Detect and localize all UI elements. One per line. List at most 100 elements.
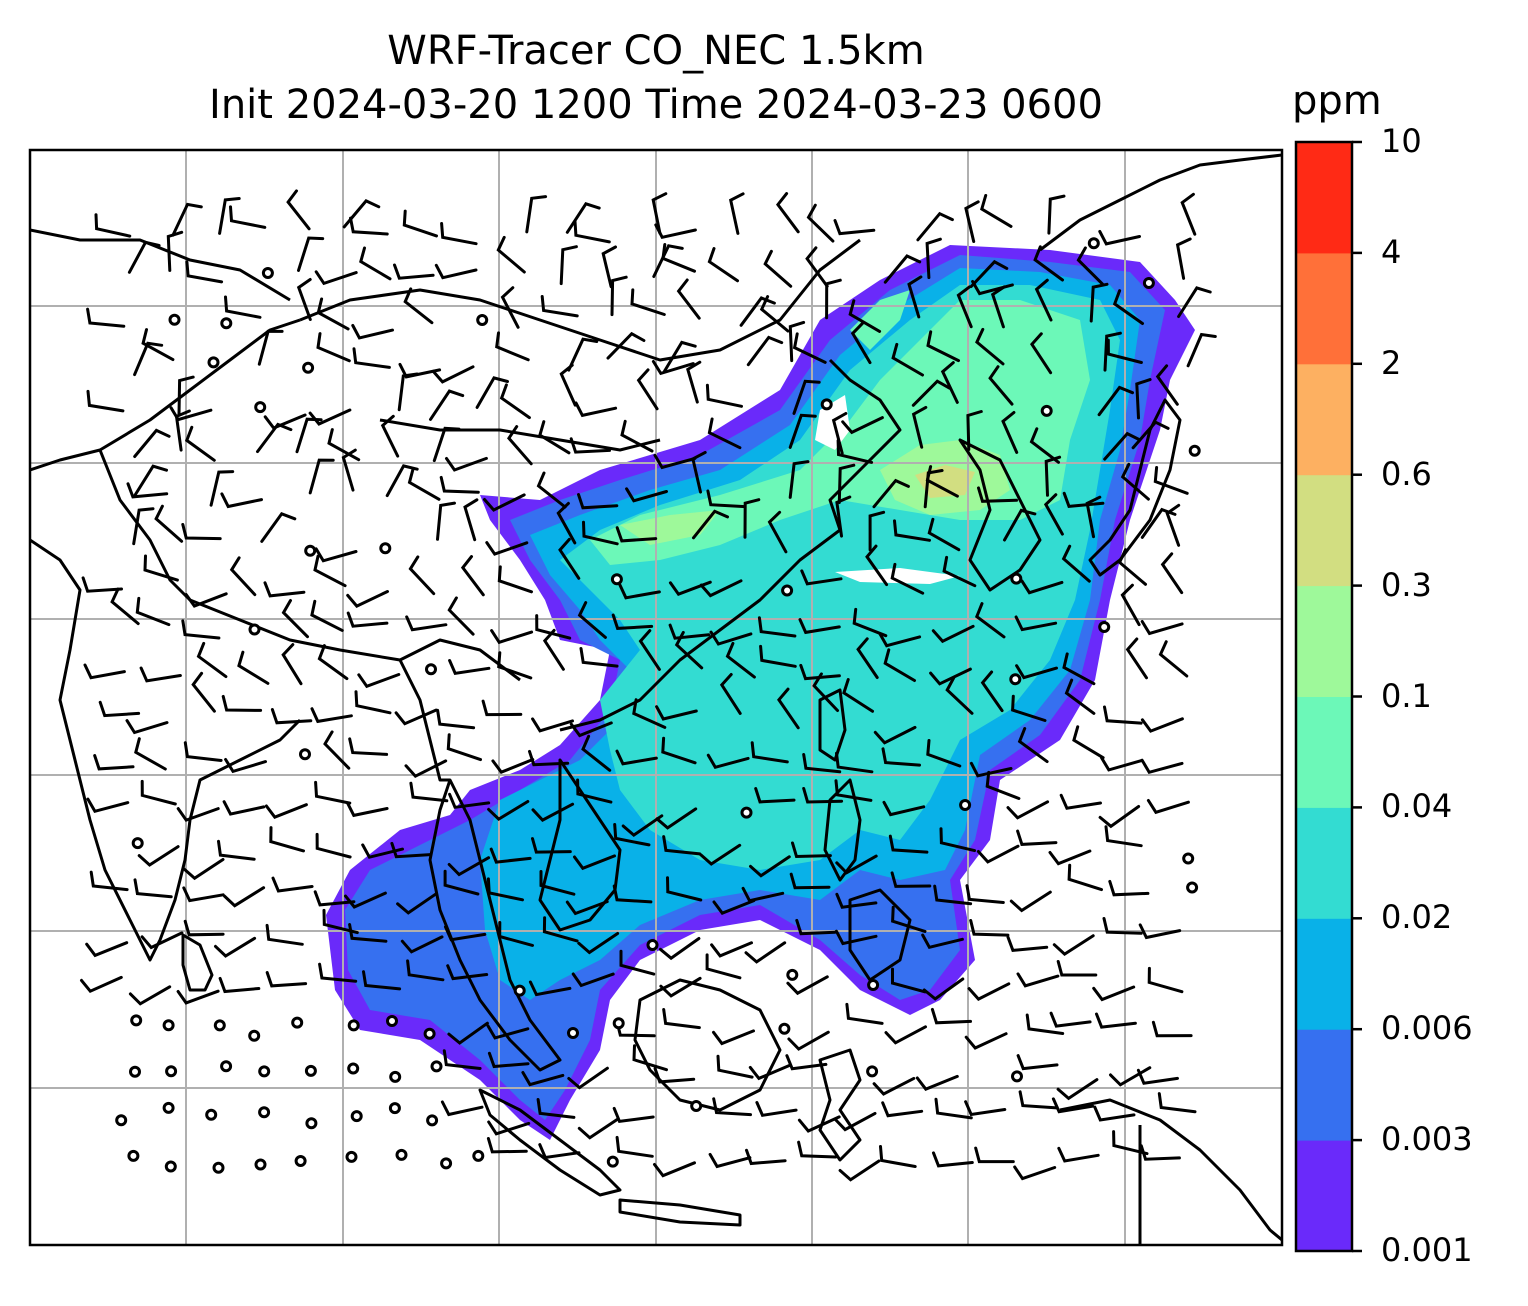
wind-barb xyxy=(536,471,567,509)
calm-wind-marker xyxy=(304,1064,317,1077)
wind-barb xyxy=(763,249,793,288)
sri-lanka xyxy=(181,933,214,992)
wind-barb xyxy=(318,962,358,983)
wind-barb xyxy=(674,630,704,670)
wind-barb xyxy=(500,286,520,329)
wind-barb xyxy=(1030,332,1053,375)
chart-title-line1: WRF-Tracer CO_NEC 1.5km xyxy=(387,28,925,74)
wind-barb xyxy=(699,843,742,866)
colorbar-tick-label: 0.001 xyxy=(1381,1231,1473,1269)
wind-barb xyxy=(314,270,358,286)
wind-barb xyxy=(615,1135,654,1158)
wind-barb xyxy=(402,209,438,238)
wind-barb xyxy=(567,1066,609,1090)
wind-barb xyxy=(579,647,619,668)
wind-barb xyxy=(486,877,524,902)
wind-barb xyxy=(445,456,488,472)
wind-barb xyxy=(825,278,842,320)
calm-wind-marker xyxy=(959,799,972,811)
wind-barb xyxy=(498,921,534,947)
wind-barb xyxy=(354,690,392,715)
wind-barb xyxy=(313,554,347,588)
calm-wind-marker xyxy=(388,1102,401,1115)
wind-barb xyxy=(351,324,394,340)
wind-barb xyxy=(528,749,570,767)
wind-barb xyxy=(361,843,404,859)
wind-barb xyxy=(1020,579,1064,595)
wind-barb xyxy=(380,414,400,458)
wind-barb xyxy=(442,1049,482,1070)
russia-coast xyxy=(1039,153,1282,252)
wind-barb xyxy=(787,1030,830,1051)
wind-barb xyxy=(788,460,810,499)
wind-barb xyxy=(1076,246,1104,286)
india-coast xyxy=(30,538,302,962)
wind-barb xyxy=(1112,1130,1149,1156)
calm-wind-marker xyxy=(740,806,753,819)
wind-barb xyxy=(436,501,456,541)
wind-barb xyxy=(297,236,325,272)
wind-barb xyxy=(1013,1165,1057,1181)
wind-barb xyxy=(440,222,478,246)
wind-barb xyxy=(789,872,831,890)
wind-barb xyxy=(581,734,612,772)
calm-wind-marker xyxy=(513,984,526,997)
wind-barb xyxy=(556,501,577,545)
wind-barb xyxy=(229,205,267,229)
wind-barb xyxy=(183,919,225,937)
wind-barb xyxy=(716,1054,754,1079)
calm-wind-marker xyxy=(820,398,833,411)
calm-wind-marker xyxy=(347,1019,360,1032)
calm-wind-marker xyxy=(347,1062,360,1075)
wind-barb xyxy=(176,807,220,822)
wind-barb xyxy=(1067,863,1103,892)
calm-wind-marker xyxy=(1009,673,1022,686)
wind-barb xyxy=(792,332,827,364)
wind-barb xyxy=(496,235,526,274)
wind-barb xyxy=(310,707,353,724)
wind-barb xyxy=(1131,420,1170,450)
wind-barb xyxy=(836,439,874,464)
wind-barb xyxy=(1017,727,1049,764)
wind-barb xyxy=(295,417,323,454)
wind-barb xyxy=(985,770,1021,800)
colorbar-segment xyxy=(1296,807,1352,919)
wind-barb xyxy=(308,408,352,426)
wind-barb xyxy=(662,1008,701,1030)
wind-barb xyxy=(271,876,314,893)
wind-barbs xyxy=(80,189,1217,1182)
calm-wind-marker xyxy=(168,313,181,326)
wind-barb xyxy=(800,569,843,586)
wind-barb xyxy=(1061,544,1091,583)
wind-barb xyxy=(429,389,465,421)
wind-barb xyxy=(932,1151,974,1168)
wind-barb xyxy=(611,613,654,630)
wind-barb xyxy=(1009,890,1052,913)
wind-barb xyxy=(1016,1054,1059,1071)
wind-barb xyxy=(475,376,509,409)
wind-barb xyxy=(743,498,761,539)
wind-barb xyxy=(408,555,436,596)
wind-barb xyxy=(177,375,195,416)
wind-barb xyxy=(833,1111,877,1132)
wind-barb xyxy=(393,263,435,280)
sulawesi xyxy=(818,1048,862,1162)
wind-barb xyxy=(571,972,615,988)
wind-barb xyxy=(618,583,661,600)
wind-barb xyxy=(536,1098,576,1119)
wind-barb xyxy=(224,295,262,319)
wind-barb xyxy=(1151,1020,1193,1038)
calm-wind-marker xyxy=(425,663,437,676)
wind-barb xyxy=(615,749,658,766)
calm-wind-marker xyxy=(1098,621,1111,633)
wind-barb xyxy=(487,800,530,821)
calm-wind-marker xyxy=(389,1070,402,1083)
wind-barb xyxy=(744,941,787,964)
calm-wind-marker xyxy=(690,1100,703,1112)
wind-barb xyxy=(654,223,697,240)
wind-barb xyxy=(655,807,698,830)
wind-barb xyxy=(1104,825,1143,848)
wind-barb xyxy=(1117,548,1147,586)
wind-barb xyxy=(802,753,842,774)
wind-barb xyxy=(834,929,878,946)
